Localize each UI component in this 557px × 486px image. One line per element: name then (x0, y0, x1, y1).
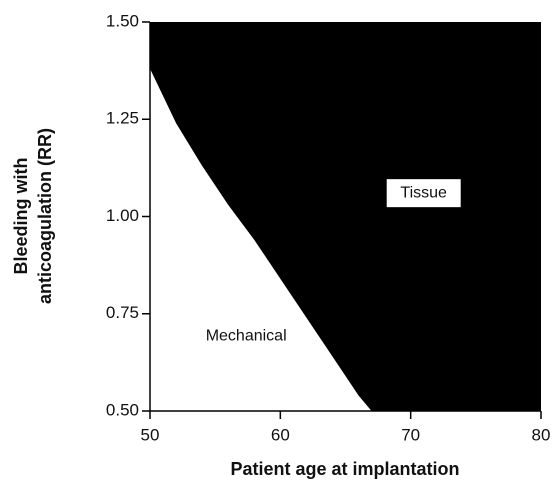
y-axis-label: Bleeding with (11, 158, 31, 275)
y-tick-label: 1.25 (106, 109, 139, 128)
y-tick-label: 0.75 (106, 303, 139, 322)
annotation: Tissue (400, 184, 447, 201)
y-tick-label: 0.50 (106, 400, 139, 419)
x-tick-label: 60 (271, 425, 290, 444)
tissue-region (150, 22, 541, 411)
x-tick-label: 70 (401, 425, 420, 444)
annotation: Mechanical (206, 327, 287, 344)
y-tick-label: 1.00 (106, 206, 139, 225)
y-tick-label: 1.50 (106, 11, 139, 30)
x-axis-label: Patient age at implantation (230, 459, 459, 479)
y-axis-label: anticoagulation (RR) (35, 128, 55, 304)
x-tick-label: 50 (141, 425, 160, 444)
annotation-box (386, 179, 461, 208)
x-tick-label: 80 (532, 425, 551, 444)
